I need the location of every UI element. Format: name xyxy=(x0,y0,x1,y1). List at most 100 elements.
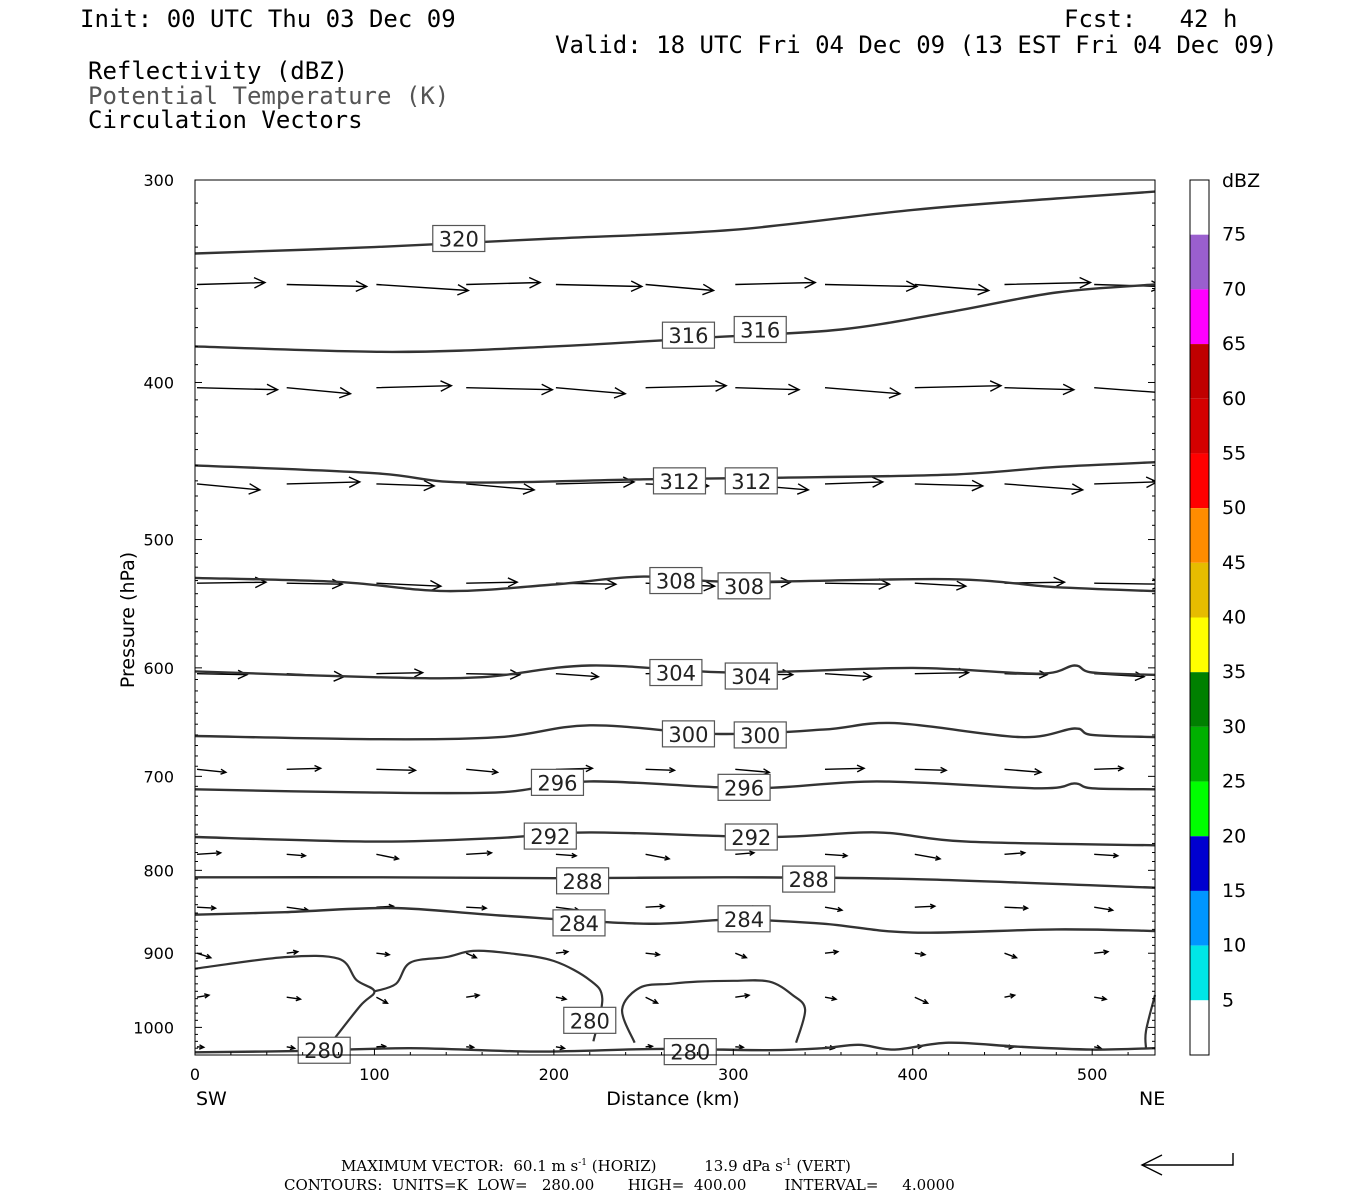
theta-contour-316 xyxy=(194,283,1156,354)
circulation-vector xyxy=(466,1044,476,1050)
contour-label-box xyxy=(649,566,703,595)
contour-label: 292 xyxy=(530,825,570,849)
contour-label: 304 xyxy=(656,662,696,686)
x-tick-label: 0 xyxy=(190,1065,200,1084)
circulation-vector xyxy=(286,386,353,399)
contour-label: 320 xyxy=(439,227,479,251)
circulation-vector xyxy=(735,993,751,999)
colorbar-label: 15 xyxy=(1222,880,1246,902)
circulation-vector xyxy=(376,853,400,861)
colorbar-segment xyxy=(1190,836,1209,891)
colorbar-label: 25 xyxy=(1222,771,1246,793)
circulation-vector xyxy=(286,995,303,1002)
sw-label: SW xyxy=(196,1088,227,1110)
circulation-vector xyxy=(376,283,471,296)
circulation-vector xyxy=(824,476,885,488)
x-tick-label: 300 xyxy=(718,1065,749,1084)
contour-label-box xyxy=(523,822,577,850)
contour-label: 284 xyxy=(559,912,599,936)
circulation-vector xyxy=(466,577,519,588)
theta-contour-308 xyxy=(194,575,1156,593)
reference-vector xyxy=(1140,1153,1234,1176)
contour-label-box xyxy=(530,768,585,796)
theta-contour-280 xyxy=(194,1041,1156,1054)
contour-label-box xyxy=(649,658,703,687)
contour-label-box xyxy=(733,315,787,344)
y-tick-label: 600 xyxy=(143,659,174,678)
circulation-vector xyxy=(286,280,369,293)
colorbar-segment xyxy=(1190,1000,1209,1055)
circulation-vector xyxy=(824,852,849,859)
contour-label-box xyxy=(552,909,606,937)
circulation-vector xyxy=(376,380,454,392)
theta-contour-320 xyxy=(194,190,1156,255)
contour-label: 316 xyxy=(668,324,708,348)
circulation-vector xyxy=(824,387,902,399)
contour-label-box xyxy=(661,321,716,349)
circulation-vector xyxy=(286,949,300,956)
colorbar-segment xyxy=(1190,672,1209,727)
circulation-vector xyxy=(1004,993,1017,999)
circulation-vector xyxy=(645,903,666,910)
contour-label-box xyxy=(661,720,716,748)
theta-contour-280-cell xyxy=(374,949,604,1042)
colorbar-label: 55 xyxy=(1222,442,1246,464)
contour-label-box xyxy=(432,224,486,253)
circulation-vector xyxy=(196,483,262,495)
y-tick-label: 500 xyxy=(143,531,174,550)
y-tick-label: 400 xyxy=(143,373,174,392)
colorbar-label: 30 xyxy=(1222,716,1246,738)
theta-contour-280-cell xyxy=(1144,994,1157,1049)
circulation-vector xyxy=(196,905,218,911)
colorbar-label: 35 xyxy=(1222,661,1246,683)
circulation-vector xyxy=(645,283,716,296)
contour-label: 292 xyxy=(731,826,771,850)
circulation-vector xyxy=(466,850,494,856)
plot-frame xyxy=(194,179,1156,1056)
contour-label-box xyxy=(717,773,771,801)
circulation-vector xyxy=(466,768,500,776)
circulation-vector xyxy=(1004,383,1076,396)
circulation-vector xyxy=(466,383,555,396)
x-tick-label: 500 xyxy=(1077,1065,1108,1084)
contour-label: 288 xyxy=(563,870,603,894)
circulation-vector xyxy=(914,853,942,861)
colorbar-segment xyxy=(1190,945,1209,1001)
contour-label: 300 xyxy=(668,723,708,747)
circulation-vector xyxy=(824,906,844,913)
y-tick-label: 900 xyxy=(143,944,174,963)
contour-label: 280 xyxy=(670,1041,710,1065)
contour-label-box xyxy=(717,905,771,933)
circulation-vector xyxy=(824,280,919,293)
circulation-vector xyxy=(196,768,228,775)
theta-contour-280-cell xyxy=(194,954,376,1046)
circulation-vector xyxy=(1004,952,1019,959)
circulation-vector xyxy=(645,380,728,392)
circulation-vector xyxy=(824,671,873,681)
circulation-vector xyxy=(645,951,661,958)
colorbar-segment xyxy=(1190,453,1209,509)
circulation-vector xyxy=(376,479,436,492)
contour-label-box xyxy=(782,865,836,893)
contour-label: 316 xyxy=(740,319,780,343)
circulation-vector xyxy=(645,853,671,861)
circulation-vector xyxy=(376,951,391,958)
circulation-vector xyxy=(914,479,985,492)
field-reflectivity: Reflectivity (dBZ) xyxy=(88,57,349,85)
colorbar-label: 65 xyxy=(1222,333,1246,355)
circulation-vector xyxy=(196,276,267,289)
colorbar-segment xyxy=(1190,234,1209,290)
circulation-vector xyxy=(914,766,948,774)
contour-label: 296 xyxy=(724,776,764,800)
dbz-colorbar: 75 70 65 60 55 50 45 40 35 30 25 20 15 10 5 xyxy=(1189,179,1246,1056)
circulation-vector xyxy=(1094,995,1108,1002)
circulation-vector xyxy=(196,669,249,680)
circulation-vector xyxy=(466,905,488,911)
contour-label-box xyxy=(717,572,771,600)
x-tick-label: 400 xyxy=(897,1065,928,1084)
x-axis: 0 100 200 300 400 500 xyxy=(190,1049,1129,1084)
colorbar-label: 45 xyxy=(1222,552,1246,574)
x-tick-label: 200 xyxy=(539,1065,570,1084)
contour-label-box xyxy=(724,662,778,690)
